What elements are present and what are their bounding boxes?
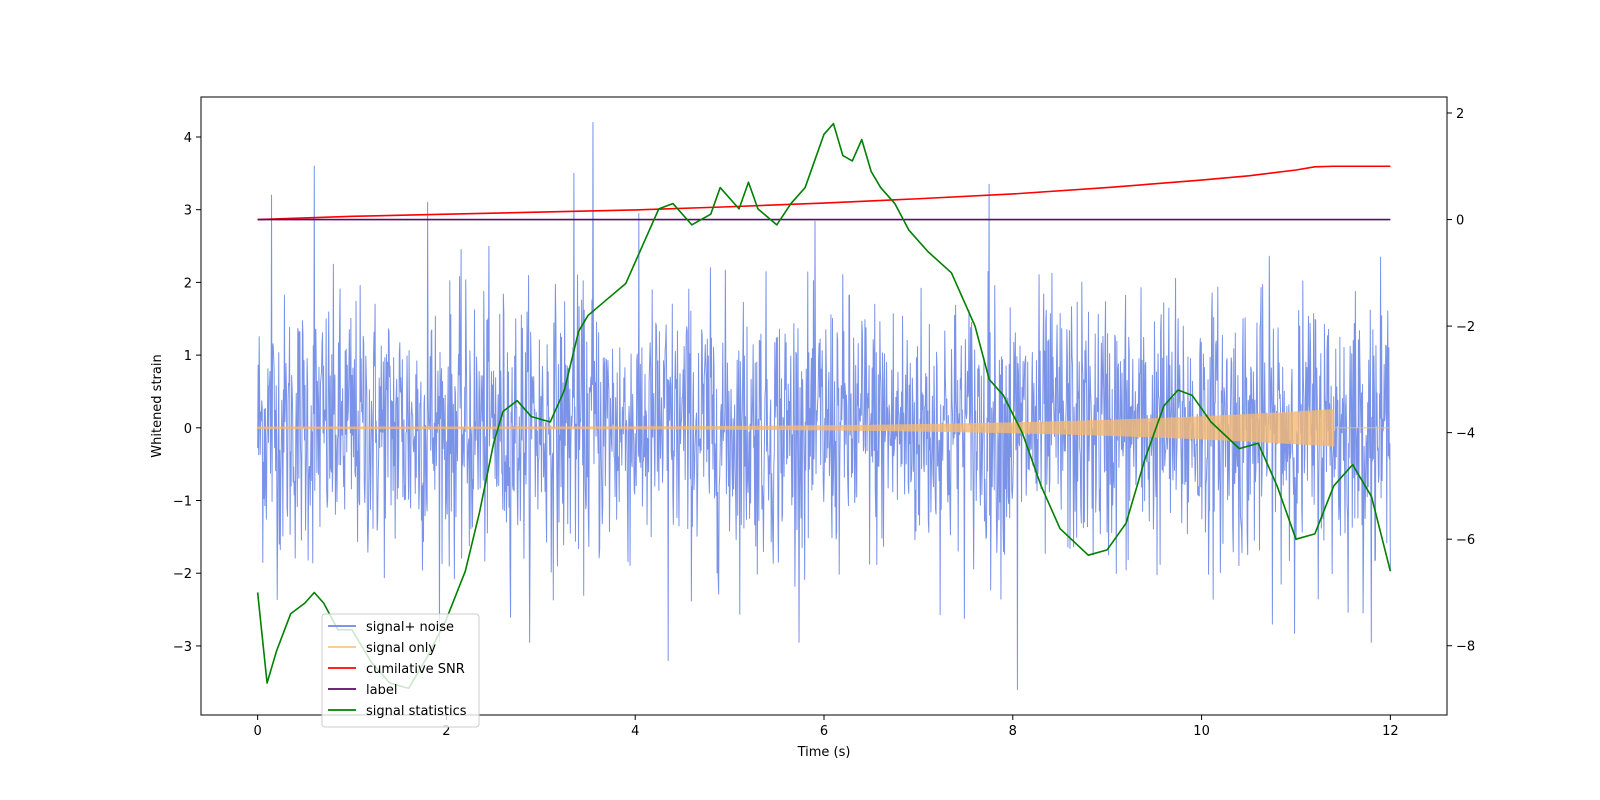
y2-tick-label: −8 <box>1456 640 1475 655</box>
y-tick-label: 2 <box>184 276 192 291</box>
y-axis-right: −8 −6 −4 −2 0 2 <box>1447 107 1475 655</box>
series-signal-only <box>257 409 1391 447</box>
legend-label-label: label <box>366 683 397 698</box>
y-tick-label: 3 <box>184 204 192 219</box>
x-tick-label: 8 <box>1009 724 1017 739</box>
x-tick-label: 2 <box>442 724 450 739</box>
legend-box <box>321 613 480 728</box>
y-tick-label: 0 <box>184 422 192 437</box>
y-tick-label: −3 <box>173 640 192 655</box>
y2-tick-label: −2 <box>1456 320 1475 335</box>
x-axis: 0 2 4 6 8 10 12 <box>253 715 1399 739</box>
legend: signal+ noise signal only cumilative SNR la… <box>321 613 480 728</box>
series-cumilative-snr <box>257 165 1391 221</box>
y-axis-left: −3 −2 −1 0 1 2 3 4 <box>173 131 201 655</box>
x-tick-label: 12 <box>1382 724 1399 739</box>
series-signal-noise <box>257 121 1391 691</box>
x-tick-label: 6 <box>820 724 828 739</box>
y-axis-label: Whitened strain <box>150 354 165 457</box>
y2-tick-label: −4 <box>1456 427 1475 442</box>
y-tick-label: 1 <box>184 349 192 364</box>
legend-label-signal-only: signal only <box>366 641 436 656</box>
y2-tick-label: −6 <box>1456 533 1475 548</box>
legend-label-signal-noise: signal+ noise <box>366 620 454 635</box>
x-tick-label: 0 <box>253 724 261 739</box>
legend-label-cumilative-snr: cumilative SNR <box>366 662 465 677</box>
y2-tick-label: 0 <box>1456 214 1464 229</box>
x-axis-label: Time (s) <box>797 745 851 760</box>
y-tick-label: −2 <box>173 567 192 582</box>
legend-label-signal-statistics: signal statistics <box>366 704 467 719</box>
series-layer <box>256 121 1392 691</box>
y-tick-label: 4 <box>184 131 192 146</box>
x-tick-label: 4 <box>631 724 639 739</box>
y-tick-label: −1 <box>173 495 192 510</box>
y2-tick-label: 2 <box>1456 107 1464 122</box>
x-tick-label: 10 <box>1193 724 1210 739</box>
